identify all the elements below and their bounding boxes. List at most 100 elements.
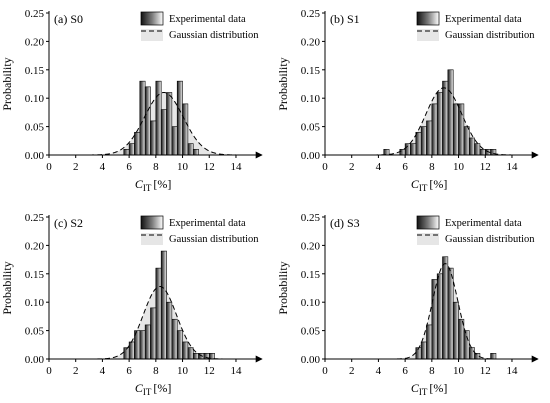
x-tick-label: 0	[322, 365, 328, 377]
histogram-bar	[447, 69, 454, 156]
y-tick-label: 0.00	[25, 150, 45, 162]
chart-panel-1: 0 2 4 6 8 10 12 14 0.00 0.05 0.10 0.15 0.20 0.25 Proba…	[0, 8, 263, 193]
y-axis-title: Probability	[0, 261, 14, 314]
x-tick-label: 2	[73, 365, 79, 377]
histogram-bar	[171, 318, 178, 360]
x-tick-label: 4	[376, 365, 382, 377]
histogram-bar	[166, 92, 173, 156]
histogram-bar	[452, 301, 459, 360]
histogram-bar	[426, 324, 433, 360]
x-tick-label: 8	[429, 365, 435, 377]
y-tick-label: 0.00	[301, 150, 321, 162]
histogram-bar	[490, 353, 497, 360]
histogram-bar	[139, 330, 146, 360]
histogram-bar	[171, 126, 178, 156]
x-axis-title: CIT [%]	[135, 177, 172, 193]
x-tick-label: 0	[322, 161, 328, 173]
histogram-bar	[150, 307, 157, 360]
x-tick-label: 6	[126, 365, 132, 377]
gaussian-area	[325, 263, 526, 359]
histogram-bar	[479, 149, 486, 156]
histogram-bar	[176, 330, 183, 360]
x-tick-label: 12	[204, 365, 215, 377]
legend-label-experimental: Experimental data	[169, 218, 246, 229]
legend-swatch-experimental	[140, 215, 164, 230]
histogram-bar	[144, 86, 151, 156]
legend-label-gaussian: Gaussian distribution	[169, 30, 259, 41]
histogram-bar	[123, 149, 130, 156]
x-tick-label: 10	[177, 365, 189, 377]
histogram-bar	[150, 120, 157, 156]
y-tick-label: 0.00	[301, 354, 321, 366]
x-tick-label: 8	[153, 161, 159, 173]
histogram-bar	[128, 143, 135, 156]
x-tick-label: 6	[126, 161, 132, 173]
y-tick-label: 0.05	[301, 326, 321, 338]
legend-swatch-experimental	[416, 215, 440, 230]
y-tick-label: 0.00	[25, 354, 45, 366]
histogram-bar	[420, 126, 427, 156]
y-tick-label: 0.20	[25, 240, 45, 252]
x-tick-label: 4	[100, 161, 106, 173]
histogram-bar	[452, 103, 459, 156]
histogram-bar	[436, 273, 443, 360]
x-axis-title: CIT [%]	[135, 381, 172, 397]
x-tick-label: 4	[376, 161, 382, 173]
panel-label: (c) S2	[54, 216, 83, 230]
x-tick-label: 14	[506, 365, 518, 377]
x-axis-title: CIT [%]	[411, 381, 448, 397]
histogram-bar	[383, 149, 390, 156]
legend-swatch-gaussian-area	[141, 233, 163, 245]
x-tick-label: 2	[73, 161, 79, 173]
histogram-bar	[144, 324, 151, 360]
x-axis-title: CIT [%]	[411, 177, 448, 193]
gaussian-area	[49, 286, 250, 359]
gaussian-area	[325, 87, 526, 155]
histogram-bar	[404, 143, 411, 156]
histogram-bar	[160, 109, 167, 156]
histogram-bar	[187, 347, 194, 360]
x-tick-label: 6	[402, 365, 408, 377]
y-tick-label: 0.20	[301, 36, 321, 48]
histogram-bar	[431, 103, 438, 156]
y-tick-label: 0.15	[25, 65, 45, 77]
y-tick-label: 0.10	[301, 297, 321, 309]
x-tick-label: 6	[402, 161, 408, 173]
y-tick-label: 0.10	[25, 297, 45, 309]
histogram-bar	[463, 126, 470, 156]
chart-panel-3: 0 2 4 6 8 10 12 14 0.00 0.05 0.10 0.15 0.20 0.25 Proba…	[0, 212, 263, 397]
y-tick-label: 0.25	[25, 212, 45, 224]
histogram-bar	[468, 137, 475, 156]
panel-label: (d) S3	[330, 216, 360, 230]
x-tick-label: 10	[453, 365, 465, 377]
histogram-bar	[415, 131, 422, 156]
y-tick-label: 0.10	[301, 93, 321, 105]
y-axis-title: Probability	[0, 57, 14, 110]
y-tick-label: 0.05	[301, 122, 321, 134]
histogram-bar	[160, 250, 167, 360]
x-tick-label: 12	[480, 161, 491, 173]
histogram-bar	[176, 80, 183, 156]
y-axis-title: Probability	[276, 57, 290, 110]
histogram-bar	[447, 267, 454, 360]
legend-label-experimental: Experimental data	[445, 14, 522, 25]
histogram-bar	[134, 131, 141, 156]
chart-panel-2: 0 2 4 6 8 10 12 14 0.00 0.05 0.10 0.15 0.20 0.25 Proba…	[276, 8, 539, 193]
y-axis-title: Probability	[276, 261, 290, 314]
histogram-bar	[182, 341, 189, 360]
legend-swatch-gaussian-area	[141, 29, 163, 41]
x-tick-label: 12	[480, 365, 491, 377]
panel-label: (b) S1	[330, 12, 360, 26]
x-tick-label: 2	[349, 365, 355, 377]
legend-swatch-gaussian-area	[417, 29, 439, 41]
histogram-bar	[468, 347, 475, 360]
histogram-bar	[442, 256, 449, 360]
histogram-bar	[155, 80, 162, 156]
panel-label: (a) S0	[54, 12, 83, 26]
legend-label-gaussian: Gaussian distribution	[445, 234, 535, 245]
x-tick-label: 14	[230, 365, 242, 377]
x-tick-label: 10	[453, 161, 465, 173]
histogram-bar	[420, 341, 427, 360]
histogram-bar	[166, 301, 173, 360]
